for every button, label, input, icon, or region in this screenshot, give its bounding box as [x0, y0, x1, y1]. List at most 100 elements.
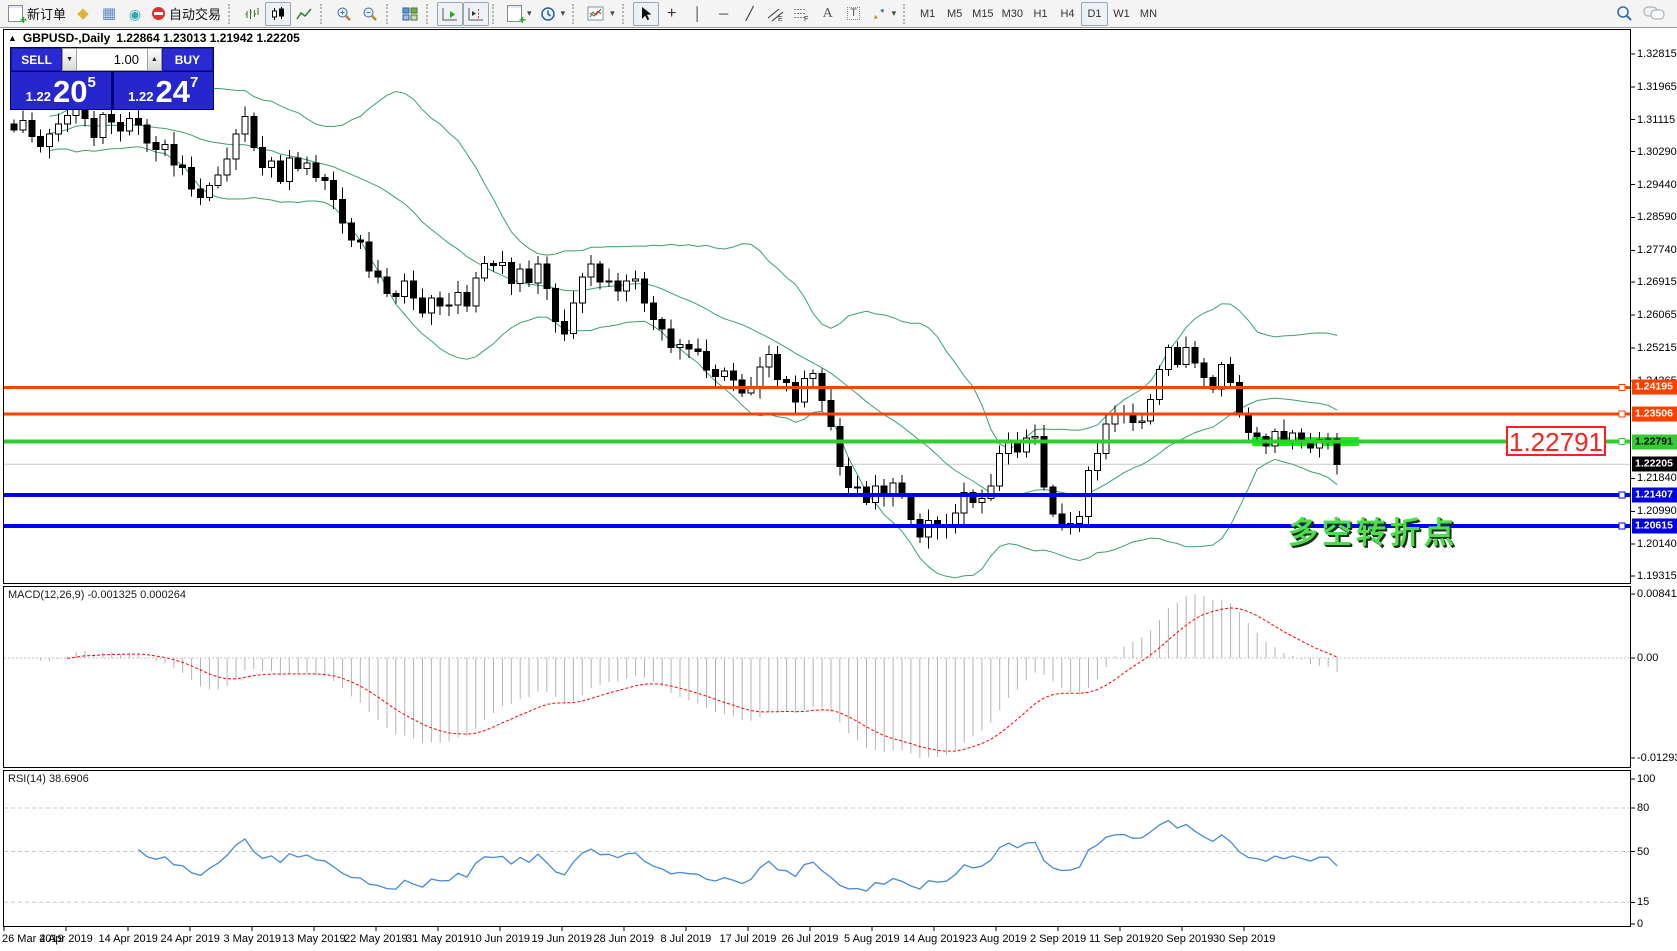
chevron-down-icon: ▾ [527, 8, 532, 18]
buy-price-button[interactable]: 1.22 24 7 [113, 72, 213, 109]
buy-price-main: 24 [155, 74, 190, 109]
date-axis-label: 8 Jul 2019 [660, 933, 712, 945]
indicators-icon [587, 6, 604, 20]
arrows-tool-button[interactable]: ▾ [867, 2, 901, 26]
new-chart-button[interactable]: + ▾ [503, 2, 536, 26]
new-order-button[interactable]: + 新订单 [4, 2, 70, 26]
horizontal-line-button[interactable]: ─ [711, 2, 737, 26]
volume-decrease-button[interactable]: ▼ [62, 48, 77, 71]
date-axis-label: 14 Aug 2019 [903, 933, 965, 945]
chart-title: ▲ GBPUSD-,Daily 1.22864 1.23013 1.21942 … [8, 31, 300, 45]
equidistant-channel-button[interactable]: E [763, 2, 789, 26]
arrows-tool-icon [873, 8, 884, 19]
date-axis-label: 4 Apr 2019 [39, 933, 93, 945]
chart-shift-button[interactable] [463, 1, 490, 26]
candlestick-chart-icon [272, 6, 285, 20]
price-line-badge[interactable]: 1.23506 [1632, 406, 1677, 422]
tile-windows-button[interactable] [397, 2, 423, 26]
timeframe-button-h1[interactable]: H1 [1033, 7, 1048, 20]
timeframe-button-m15[interactable]: M15 [972, 7, 994, 20]
equidistant-channel-icon: E [767, 8, 784, 22]
profiles-button[interactable]: ▾ [536, 2, 570, 26]
price-axis-tick: 1.27740 [1637, 244, 1677, 257]
alerts-button[interactable]: ◉ [122, 2, 148, 26]
fibonacci-button[interactable]: F [789, 2, 815, 26]
line-handle [1618, 522, 1626, 530]
price-annotation-box[interactable]: 1.22791 [1506, 426, 1606, 456]
sell-price-prefix: 1.22 [25, 89, 51, 104]
timeframe-button-d1[interactable]: D1 [1080, 1, 1108, 26]
date-axis-label: 3 May 2019 [223, 933, 281, 945]
bollinger-bands [49, 87, 1338, 579]
text-label-button[interactable]: T [841, 2, 867, 26]
timeframe-button-h4[interactable]: H4 [1060, 7, 1075, 20]
sell-price-button[interactable]: 1.22 20 5 [11, 72, 111, 109]
horizontal-lines-layer[interactable] [4, 383, 1630, 530]
terminal-icon: ▦ [101, 5, 117, 22]
zoom-out-button[interactable] [357, 2, 383, 26]
date-axis-label: 13 May 2019 [282, 933, 346, 945]
trendline-icon: ╱ [745, 6, 754, 21]
zoom-in-icon [337, 7, 351, 21]
rsi-axis-tick: 0 [1637, 918, 1644, 930]
zoom-in-button[interactable] [331, 2, 357, 26]
toolbar-separator [228, 3, 234, 24]
buy-button[interactable]: BUY [161, 48, 213, 71]
bar-chart-button[interactable] [239, 2, 265, 26]
sell-price-pip: 5 [87, 74, 96, 91]
chart-shift-icon [468, 7, 484, 20]
date-axis-label: 19 Jun 2019 [531, 933, 593, 945]
indicators-button[interactable]: ▾ [583, 2, 619, 26]
line-handle [1618, 410, 1626, 418]
timeframe-button-m5[interactable]: M5 [947, 7, 963, 20]
one-click-trading-panel: SELL ▼ ▲ BUY 1.22 20 5 1.22 24 7 [10, 47, 214, 110]
timeframe-button-w1[interactable]: W1 [1113, 7, 1130, 20]
axis-tick-marks [3, 53, 1635, 931]
timeframe-button-m30[interactable]: M30 [1001, 7, 1023, 20]
toolbar-group-standard: + 新订单 ◆ ▦ ◉ 自动交易 [4, 1, 225, 27]
timeframe-button-m1[interactable]: M1 [920, 7, 936, 20]
metaeditor-button[interactable]: ◆ [70, 2, 96, 26]
date-axis-label: 26 Mar 2019 [2, 933, 64, 945]
date-axis-label: 22 May 2019 [344, 933, 408, 945]
search-icon[interactable] [1616, 5, 1633, 22]
sell-button[interactable]: SELL [11, 48, 63, 71]
price-axis-tick: 1.19315 [1637, 570, 1677, 583]
toolbar-separator [426, 3, 432, 24]
price-line-badge[interactable]: 1.22205 [1632, 456, 1677, 472]
price-axis-tick: 1.31965 [1637, 80, 1677, 93]
text-button[interactable]: A [815, 2, 841, 26]
price-axis-tick: 1.20990 [1637, 505, 1677, 518]
candlestick-chart-button[interactable] [265, 1, 292, 26]
chat-icon[interactable] [1643, 5, 1665, 22]
candles-layer [10, 94, 1341, 549]
date-axis-label: 23 Aug 2019 [965, 933, 1027, 945]
chevron-down-icon: ▾ [891, 8, 897, 18]
volume-increase-button[interactable]: ▲ [147, 48, 162, 71]
line-handle [1618, 438, 1626, 446]
autotrading-button[interactable]: 自动交易 [148, 2, 225, 26]
vertical-line-button[interactable]: │ [685, 2, 711, 26]
date-axis-label: 24 Apr 2019 [160, 933, 220, 945]
price-line-badge[interactable]: 1.20615 [1632, 518, 1677, 534]
toolbar-group-new-chart: + ▾ ▾ [503, 1, 569, 27]
volume-input[interactable] [77, 48, 147, 71]
timeframe-button-mn[interactable]: MN [1139, 7, 1158, 20]
price-line-badge[interactable]: 1.21407 [1632, 487, 1677, 503]
price-line-badge[interactable]: 1.22791 [1632, 434, 1677, 450]
crosshair-button[interactable]: + [659, 2, 685, 26]
chevron-down-icon: ▾ [610, 8, 615, 18]
terminal-panel-button[interactable]: ▦ [96, 2, 122, 26]
price-line-badge[interactable]: 1.24195 [1632, 379, 1677, 395]
fibonacci-icon: F [794, 8, 808, 22]
collapse-chart-icon[interactable]: ▲ [8, 33, 17, 43]
auto-scroll-button[interactable] [437, 1, 464, 26]
line-chart-button[interactable] [291, 2, 317, 26]
date-axis-label: 5 Aug 2019 [844, 933, 900, 945]
cursor-button[interactable] [632, 1, 659, 26]
trendline-button[interactable]: ╱ [737, 2, 763, 26]
text-icon: A [822, 5, 833, 21]
price-axis-tick: 1.25215 [1637, 341, 1677, 354]
